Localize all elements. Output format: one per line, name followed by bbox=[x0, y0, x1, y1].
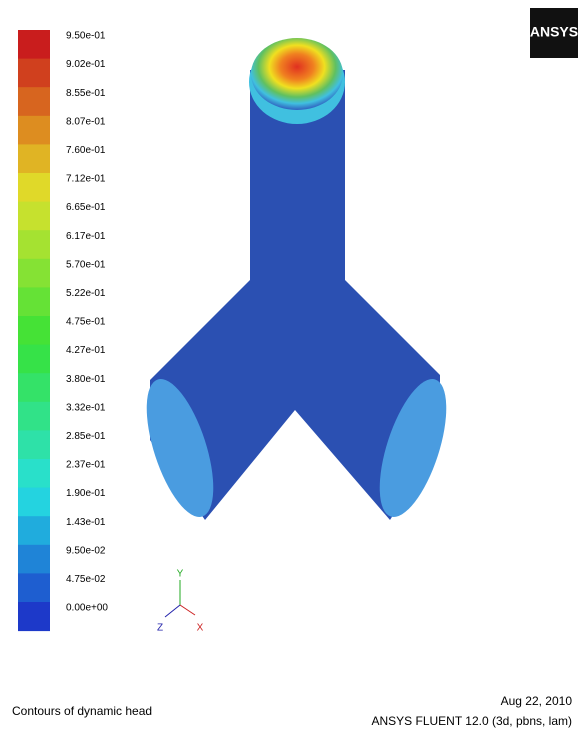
color-swatch bbox=[18, 287, 50, 316]
color-swatch bbox=[18, 373, 50, 402]
logo: ANSYS bbox=[530, 24, 578, 40]
colorbar-label: 5.70e-01 bbox=[66, 259, 106, 270]
color-swatch bbox=[18, 316, 50, 345]
colorbar-label: 4.75e-02 bbox=[66, 574, 106, 585]
colorbar: 9.50e-01 9.02e-01 8.55e-01 8.07e-01 7.60e-01… bbox=[18, 30, 108, 631]
color-swatch bbox=[18, 59, 50, 88]
colorbar-label: 2.85e-01 bbox=[66, 431, 106, 442]
colorbar-label: 9.50e-01 bbox=[66, 31, 106, 42]
colorbar-label: 3.80e-01 bbox=[66, 374, 106, 385]
colorbar-label: 6.17e-01 bbox=[66, 231, 106, 242]
axis-label: X bbox=[197, 623, 204, 634]
screenshot: ANSYS 9.50e-01 9.02e-01 8.55e-01 8.07e-01 7.… bbox=[0, 0, 581, 749]
date: Aug 22, 2010 bbox=[501, 694, 573, 708]
axis-label: Y bbox=[177, 569, 184, 580]
color-swatch bbox=[18, 488, 50, 517]
colorbar-label: 8.55e-01 bbox=[66, 88, 106, 99]
axis-triad: Y X Z bbox=[157, 569, 204, 634]
colorbar-label: 6.65e-01 bbox=[66, 202, 106, 213]
color-swatch bbox=[18, 230, 50, 259]
colorbar-label: 7.60e-01 bbox=[66, 145, 106, 156]
colorbar-label: 9.02e-01 bbox=[66, 59, 106, 70]
colorbar-label: 8.07e-01 bbox=[66, 116, 106, 127]
viewport: ANSYS 9.50e-01 9.02e-01 8.55e-01 8.07e-01 7.… bbox=[0, 0, 581, 749]
color-swatch bbox=[18, 30, 50, 59]
color-swatch bbox=[18, 144, 50, 173]
colorbar-label: 3.32e-01 bbox=[66, 402, 106, 413]
axis-label: Z bbox=[157, 623, 163, 634]
color-swatch bbox=[18, 602, 50, 631]
colorbar-label: 9.50e-02 bbox=[66, 545, 106, 556]
model bbox=[133, 38, 460, 525]
color-swatch bbox=[18, 259, 50, 288]
software: ANSYS FLUENT 12.0 (3d, pbns, lam) bbox=[371, 714, 572, 728]
colorbar-label: 0.00e+00 bbox=[66, 603, 108, 614]
colorbar-label: 4.27e-01 bbox=[66, 345, 106, 356]
color-swatch bbox=[18, 116, 50, 145]
colorbar-label: 7.12e-01 bbox=[66, 174, 106, 185]
caption: Contours of dynamic head bbox=[12, 704, 152, 718]
color-swatch bbox=[18, 459, 50, 488]
color-swatch bbox=[18, 573, 50, 602]
colorbar-label: 1.43e-01 bbox=[66, 517, 106, 528]
color-swatch bbox=[18, 545, 50, 574]
colorbar-label: 4.75e-01 bbox=[66, 317, 106, 328]
color-swatch bbox=[18, 173, 50, 202]
color-swatch bbox=[18, 202, 50, 231]
color-swatch bbox=[18, 430, 50, 459]
color-swatch bbox=[18, 345, 50, 374]
colorbar-label: 5.22e-01 bbox=[66, 288, 106, 299]
colorbar-label: 1.90e-01 bbox=[66, 488, 106, 499]
colorbar-label: 2.37e-01 bbox=[66, 460, 106, 471]
color-swatch bbox=[18, 516, 50, 545]
color-swatch bbox=[18, 402, 50, 431]
color-swatch bbox=[18, 87, 50, 116]
